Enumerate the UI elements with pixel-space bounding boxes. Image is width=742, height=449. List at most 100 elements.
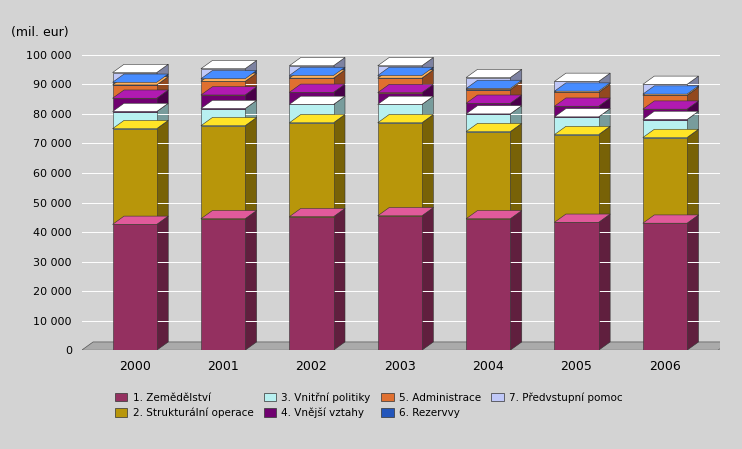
Polygon shape [333, 84, 345, 105]
Polygon shape [554, 83, 610, 91]
Polygon shape [245, 118, 257, 219]
Bar [466, 219, 510, 350]
Polygon shape [201, 73, 257, 81]
Polygon shape [643, 215, 698, 223]
Polygon shape [466, 69, 522, 78]
Bar [201, 81, 245, 95]
Bar [201, 95, 245, 109]
Polygon shape [554, 84, 610, 92]
Bar [289, 75, 333, 78]
Bar [201, 219, 245, 350]
Polygon shape [333, 70, 345, 92]
Bar [643, 137, 687, 223]
Polygon shape [422, 84, 433, 105]
Polygon shape [554, 73, 610, 81]
Polygon shape [289, 114, 345, 123]
Polygon shape [378, 57, 433, 66]
Polygon shape [289, 57, 345, 66]
Bar [378, 78, 422, 92]
Bar [113, 82, 157, 85]
Bar [201, 79, 245, 81]
Polygon shape [378, 207, 433, 216]
Polygon shape [113, 120, 168, 129]
Polygon shape [554, 214, 610, 222]
Bar [643, 95, 687, 109]
Bar [289, 123, 333, 217]
Polygon shape [466, 95, 522, 103]
Polygon shape [289, 70, 345, 78]
Polygon shape [643, 101, 698, 109]
Polygon shape [599, 98, 610, 117]
Polygon shape [201, 70, 257, 79]
Polygon shape [82, 342, 729, 350]
Polygon shape [599, 83, 610, 92]
Bar [113, 224, 157, 350]
Polygon shape [422, 114, 433, 216]
Polygon shape [466, 211, 522, 219]
Polygon shape [113, 64, 168, 73]
Polygon shape [687, 129, 698, 223]
Polygon shape [333, 57, 345, 75]
Polygon shape [510, 211, 522, 350]
Bar [643, 94, 687, 95]
Polygon shape [599, 214, 610, 350]
Bar [554, 91, 599, 92]
Polygon shape [554, 126, 610, 135]
Polygon shape [687, 86, 698, 95]
Polygon shape [157, 120, 168, 224]
Bar [113, 111, 157, 129]
Polygon shape [113, 74, 168, 82]
Polygon shape [687, 215, 698, 350]
Bar [466, 88, 510, 90]
Bar [289, 217, 333, 350]
Polygon shape [157, 103, 168, 129]
Bar [554, 222, 599, 350]
Polygon shape [201, 100, 257, 109]
Bar [113, 73, 157, 82]
Polygon shape [510, 106, 522, 132]
Bar [378, 66, 422, 75]
Polygon shape [113, 103, 168, 111]
Polygon shape [510, 123, 522, 219]
Polygon shape [333, 208, 345, 350]
Bar [378, 123, 422, 216]
Bar [289, 66, 333, 75]
Polygon shape [422, 67, 433, 78]
Polygon shape [599, 126, 610, 222]
Polygon shape [378, 67, 433, 75]
Polygon shape [157, 77, 168, 98]
Bar [466, 132, 510, 219]
Polygon shape [466, 123, 522, 132]
Bar [201, 109, 245, 126]
Polygon shape [510, 81, 522, 103]
Legend: 1. Zemědělství, 2. Strukturální operace, 3. Vnitřní politiky, 4. Vnější vztahy, : 1. Zemědělství, 2. Strukturální operace,… [115, 392, 623, 418]
Polygon shape [245, 87, 257, 109]
Polygon shape [245, 211, 257, 350]
Polygon shape [643, 129, 698, 137]
Bar [113, 129, 157, 224]
Bar [643, 119, 687, 137]
Polygon shape [113, 77, 168, 85]
Polygon shape [599, 84, 610, 106]
Bar [113, 85, 157, 98]
Polygon shape [643, 111, 698, 119]
Polygon shape [333, 114, 345, 217]
Polygon shape [599, 109, 610, 135]
Bar [554, 92, 599, 106]
Bar [643, 84, 687, 94]
Bar [378, 92, 422, 105]
Bar [289, 92, 333, 105]
Bar [643, 109, 687, 119]
Bar [554, 106, 599, 117]
Polygon shape [422, 70, 433, 92]
Polygon shape [289, 96, 345, 105]
Polygon shape [245, 73, 257, 95]
Polygon shape [510, 95, 522, 114]
Polygon shape [245, 70, 257, 81]
Bar [378, 75, 422, 78]
Bar [378, 216, 422, 350]
Polygon shape [422, 207, 433, 350]
Bar [554, 117, 599, 135]
Polygon shape [333, 67, 345, 78]
Polygon shape [466, 81, 522, 90]
